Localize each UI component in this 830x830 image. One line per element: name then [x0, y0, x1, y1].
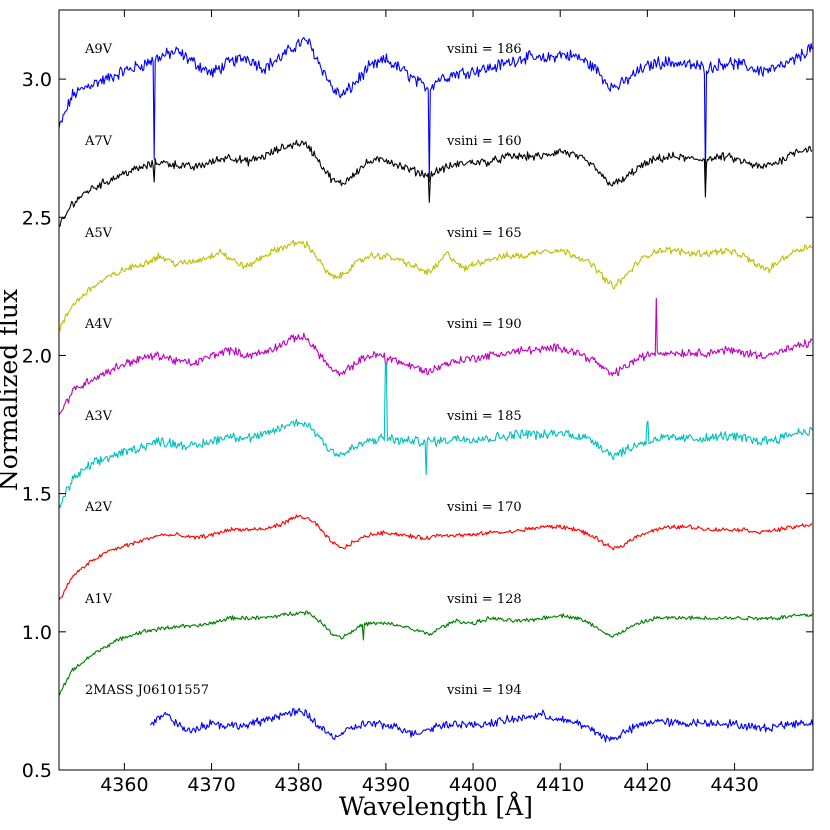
vsini-label-a4v: vsini = 190: [446, 317, 522, 332]
y-tick-label: 2.5: [22, 207, 52, 229]
vsini-label-a5v: vsini = 165: [446, 226, 522, 241]
series-label-a5v: A5V: [84, 226, 113, 241]
x-tick-label: 4390: [362, 774, 410, 796]
x-tick-label: 4430: [710, 774, 758, 796]
series-line-a3v: [58, 361, 813, 509]
plot-area: [59, 10, 813, 770]
series-label-a1v: A1V: [84, 592, 113, 607]
series-layer: [58, 36, 814, 743]
series-line-a9v: [58, 36, 813, 183]
x-axis-label: Wavelength [Å]: [339, 791, 533, 821]
series-line-a7v: [58, 139, 813, 228]
series-label-a3v: A3V: [84, 409, 113, 424]
vsini-label-a9v: vsini = 186: [446, 42, 522, 57]
y-tick-label: 3.0: [22, 69, 52, 91]
x-tick-label: 4410: [536, 774, 584, 796]
series-label-a4v: A4V: [84, 317, 113, 332]
series-line-a4v: [58, 297, 813, 416]
vsini-label-a2v: vsini = 170: [446, 500, 522, 515]
series-label-a2v: A2V: [84, 500, 113, 515]
y-tick-label: 1.5: [22, 484, 52, 506]
y-tick-label: 0.5: [22, 760, 52, 782]
y-tick-label: 2.0: [22, 345, 52, 367]
vsini-label-a7v: vsini = 160: [446, 134, 522, 149]
x-tick-label: 4380: [275, 774, 323, 796]
series-line-a2v: [58, 514, 813, 601]
x-tick-label: 4400: [449, 774, 497, 796]
series-label-2mass-j06101557: 2MASS J06101557: [85, 683, 209, 698]
x-tick-label: 4360: [100, 774, 148, 796]
vsini-label-a3v: vsini = 185: [446, 409, 522, 424]
x-tick-label: 4420: [623, 774, 671, 796]
vsini-label-a1v: vsini = 128: [446, 592, 522, 607]
annotation-layer: A9V vsini = 186 A7V vsini = 160 A5V vsini = 1…: [84, 42, 522, 698]
plot-frame: [58, 9, 814, 771]
y-tick-label: 1.0: [22, 622, 52, 644]
series-line-a1v: [58, 610, 813, 696]
tick-layer: 4360 4370 4380 4390 4400 4410 4420 4430 0.5 1.0 1.…: [22, 10, 813, 796]
series-label-a7v: A7V: [84, 134, 113, 149]
series-line-2mass-j06101557: [150, 707, 814, 743]
y-axis-label: Normalized flux: [0, 289, 23, 491]
x-tick-label: 4370: [187, 774, 235, 796]
series-line-a5v: [58, 239, 813, 332]
series-label-a9v: A9V: [84, 42, 113, 57]
vsini-label-2mass-j06101557: vsini = 194: [446, 683, 522, 698]
